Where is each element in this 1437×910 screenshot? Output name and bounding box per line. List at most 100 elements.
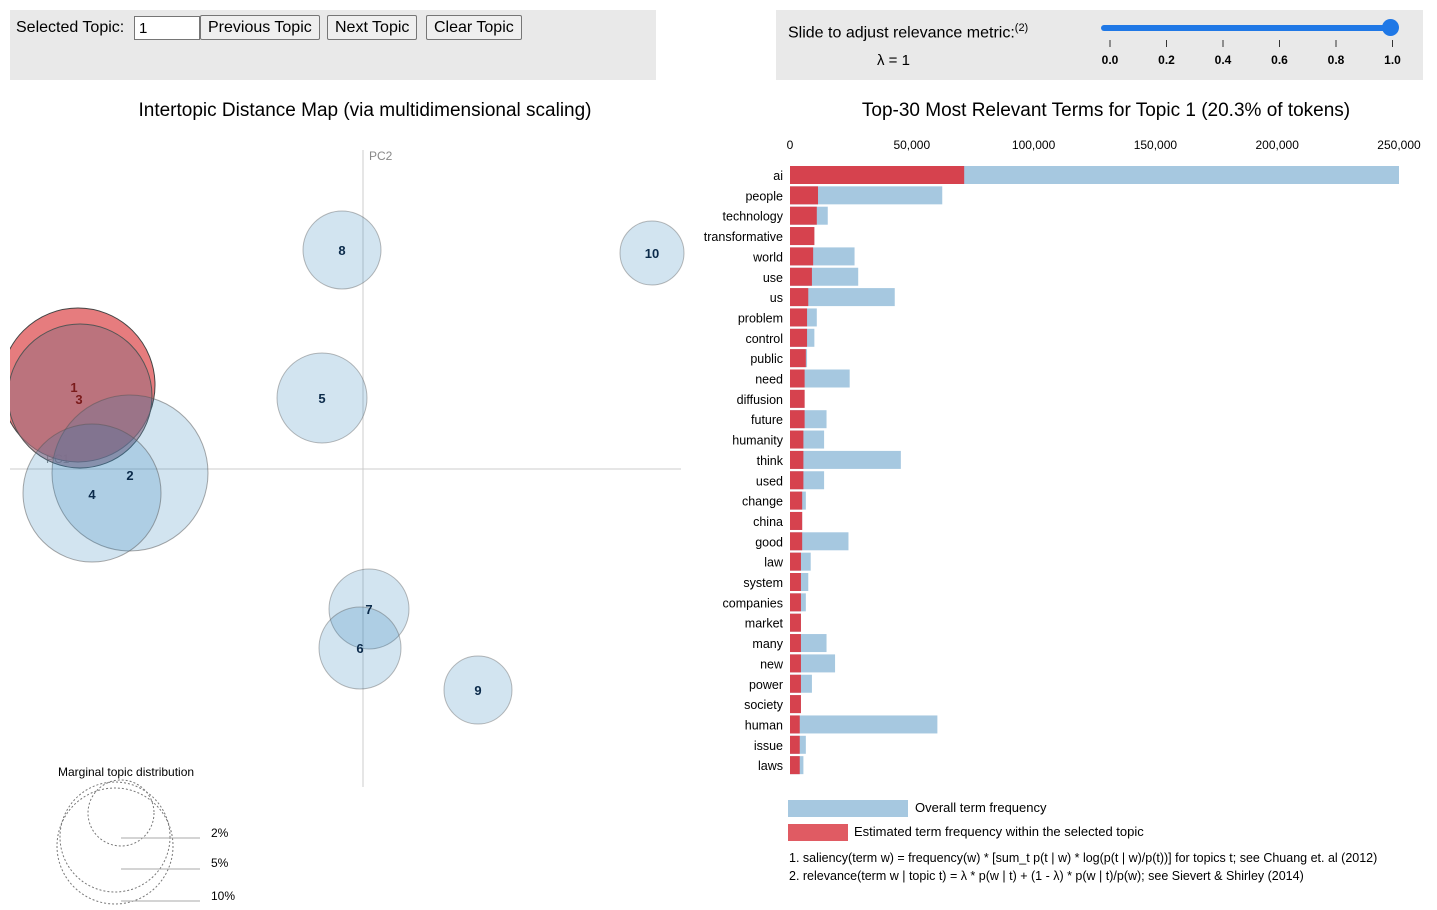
previous-topic-button[interactable]: Previous Topic [200, 15, 320, 40]
estimated-frequency-bar[interactable] [790, 573, 801, 591]
x-tick-label: 250,000 [1377, 138, 1421, 152]
term-label[interactable]: problem [738, 311, 783, 325]
term-label[interactable]: control [745, 332, 783, 346]
estimated-frequency-bar[interactable] [790, 552, 801, 571]
term-label[interactable]: people [745, 189, 783, 203]
term-label[interactable]: issue [754, 739, 783, 753]
topic-label-5: 5 [318, 391, 325, 406]
term-label[interactable]: diffusion [737, 393, 783, 407]
term-label[interactable]: laws [758, 759, 783, 773]
estimated-frequency-bar[interactable] [790, 328, 808, 347]
overall-frequency-bar[interactable] [790, 186, 943, 205]
estimated-frequency-bar[interactable] [790, 674, 801, 693]
estimated-frequency-bar[interactable] [790, 471, 804, 490]
term-label[interactable]: good [755, 535, 783, 549]
overall-frequency-bar[interactable] [790, 532, 849, 551]
selected-topic-input[interactable] [134, 16, 200, 40]
estimated-frequency-bar[interactable] [790, 288, 809, 307]
topic-circle-9[interactable] [443, 655, 513, 725]
topic-label-7: 7 [365, 602, 372, 617]
estimated-frequency-bar[interactable] [790, 654, 801, 673]
clear-topic-button[interactable]: Clear Topic [426, 15, 522, 40]
term-label[interactable]: world [752, 250, 783, 264]
estimated-frequency-bar[interactable] [790, 735, 800, 754]
topic-circle-10[interactable] [619, 220, 685, 286]
estimated-frequency-bar[interactable] [790, 756, 800, 775]
term-label[interactable]: china [753, 515, 783, 529]
estimated-frequency-bar[interactable] [790, 227, 815, 246]
marginal-circle-2pct [87, 779, 155, 847]
term-label[interactable]: human [745, 718, 783, 732]
topic-circle-4[interactable] [22, 423, 162, 563]
topic-label-2: 2 [126, 468, 133, 483]
estimated-frequency-bar[interactable] [790, 186, 819, 205]
estimated-frequency-bar[interactable] [790, 247, 814, 266]
term-label[interactable]: think [757, 454, 784, 468]
overall-frequency-bar[interactable] [790, 288, 895, 307]
estimated-frequency-bar[interactable] [790, 491, 803, 510]
estimated-frequency-bar[interactable] [790, 695, 801, 714]
overall-frequency-bar[interactable] [790, 369, 850, 388]
pc2-label: PC2 [369, 149, 393, 163]
marginal-label-2pct: 2% [211, 826, 229, 840]
term-label[interactable]: us [770, 291, 783, 305]
term-label[interactable]: new [760, 657, 784, 671]
topic-circle-8[interactable] [302, 210, 382, 290]
term-label[interactable]: humanity [732, 434, 783, 448]
term-label[interactable]: law [764, 556, 784, 570]
overall-frequency-bar[interactable] [790, 715, 938, 734]
term-label[interactable]: ai [773, 169, 783, 183]
estimated-frequency-bar[interactable] [790, 206, 817, 225]
topic-label-4: 4 [88, 487, 96, 502]
map-title: Intertopic Distance Map (via multidimens… [138, 100, 592, 121]
overall-frequency-bar[interactable] [790, 654, 836, 673]
selected-topic-label: Selected Topic: [16, 19, 125, 36]
marginal-title: Marginal topic distribution [58, 765, 194, 779]
relevance-slider-bar: Slide to adjust relevance metric:(2) λ =… [776, 10, 1423, 80]
term-label[interactable]: future [751, 413, 783, 427]
term-label[interactable]: power [749, 678, 783, 692]
estimated-frequency-bar[interactable] [790, 430, 804, 449]
estimated-frequency-bar[interactable] [790, 166, 965, 184]
term-label[interactable]: used [756, 474, 783, 488]
topic-circle-7[interactable] [328, 568, 410, 650]
next-topic-button[interactable]: Next Topic [327, 15, 418, 40]
term-label[interactable]: market [745, 617, 784, 631]
x-tick-label: 0 [787, 138, 794, 152]
term-label[interactable]: companies [723, 596, 783, 610]
estimated-frequency-bar[interactable] [790, 349, 806, 368]
estimated-frequency-bar[interactable] [790, 634, 801, 653]
topic-label-6: 6 [356, 641, 363, 656]
topic-circle-6[interactable] [318, 606, 402, 690]
estimated-frequency-bar[interactable] [790, 450, 804, 469]
term-label[interactable]: need [755, 373, 783, 387]
estimated-frequency-bar[interactable] [790, 593, 801, 612]
estimated-frequency-bar[interactable] [790, 715, 800, 734]
estimated-frequency-bar[interactable] [790, 389, 805, 408]
estimated-frequency-bar[interactable] [790, 410, 805, 429]
estimated-frequency-bar[interactable] [790, 613, 801, 632]
estimated-frequency-bar[interactable] [790, 308, 808, 327]
estimated-frequency-bar[interactable] [790, 369, 805, 388]
topic-label-1: 1 [70, 380, 77, 395]
topic-circle-5[interactable] [276, 352, 368, 444]
lambda-value: λ = 1 [877, 52, 910, 69]
relevance-slider-track[interactable] [1101, 25, 1391, 31]
term-label[interactable]: public [750, 352, 783, 366]
term-label[interactable]: many [752, 637, 783, 651]
term-label[interactable]: use [763, 271, 783, 285]
estimated-frequency-bar[interactable] [790, 532, 803, 551]
marginal-label-5pct: 5% [211, 856, 229, 870]
term-label[interactable]: technology [723, 210, 784, 224]
term-label[interactable]: society [744, 698, 784, 712]
marginal-circle-5pct [59, 781, 171, 893]
estimated-frequency-bar[interactable] [790, 511, 803, 530]
term-label[interactable]: system [743, 576, 783, 590]
estimated-frequency-bar[interactable] [790, 267, 812, 286]
marginal-circle-10pct [56, 787, 174, 905]
term-label[interactable]: change [742, 495, 783, 509]
relevance-slider-thumb[interactable] [1382, 19, 1399, 36]
overall-frequency-bar[interactable] [790, 450, 901, 469]
term-label[interactable]: transformative [704, 230, 783, 244]
topic-circle-3[interactable] [8, 323, 153, 469]
